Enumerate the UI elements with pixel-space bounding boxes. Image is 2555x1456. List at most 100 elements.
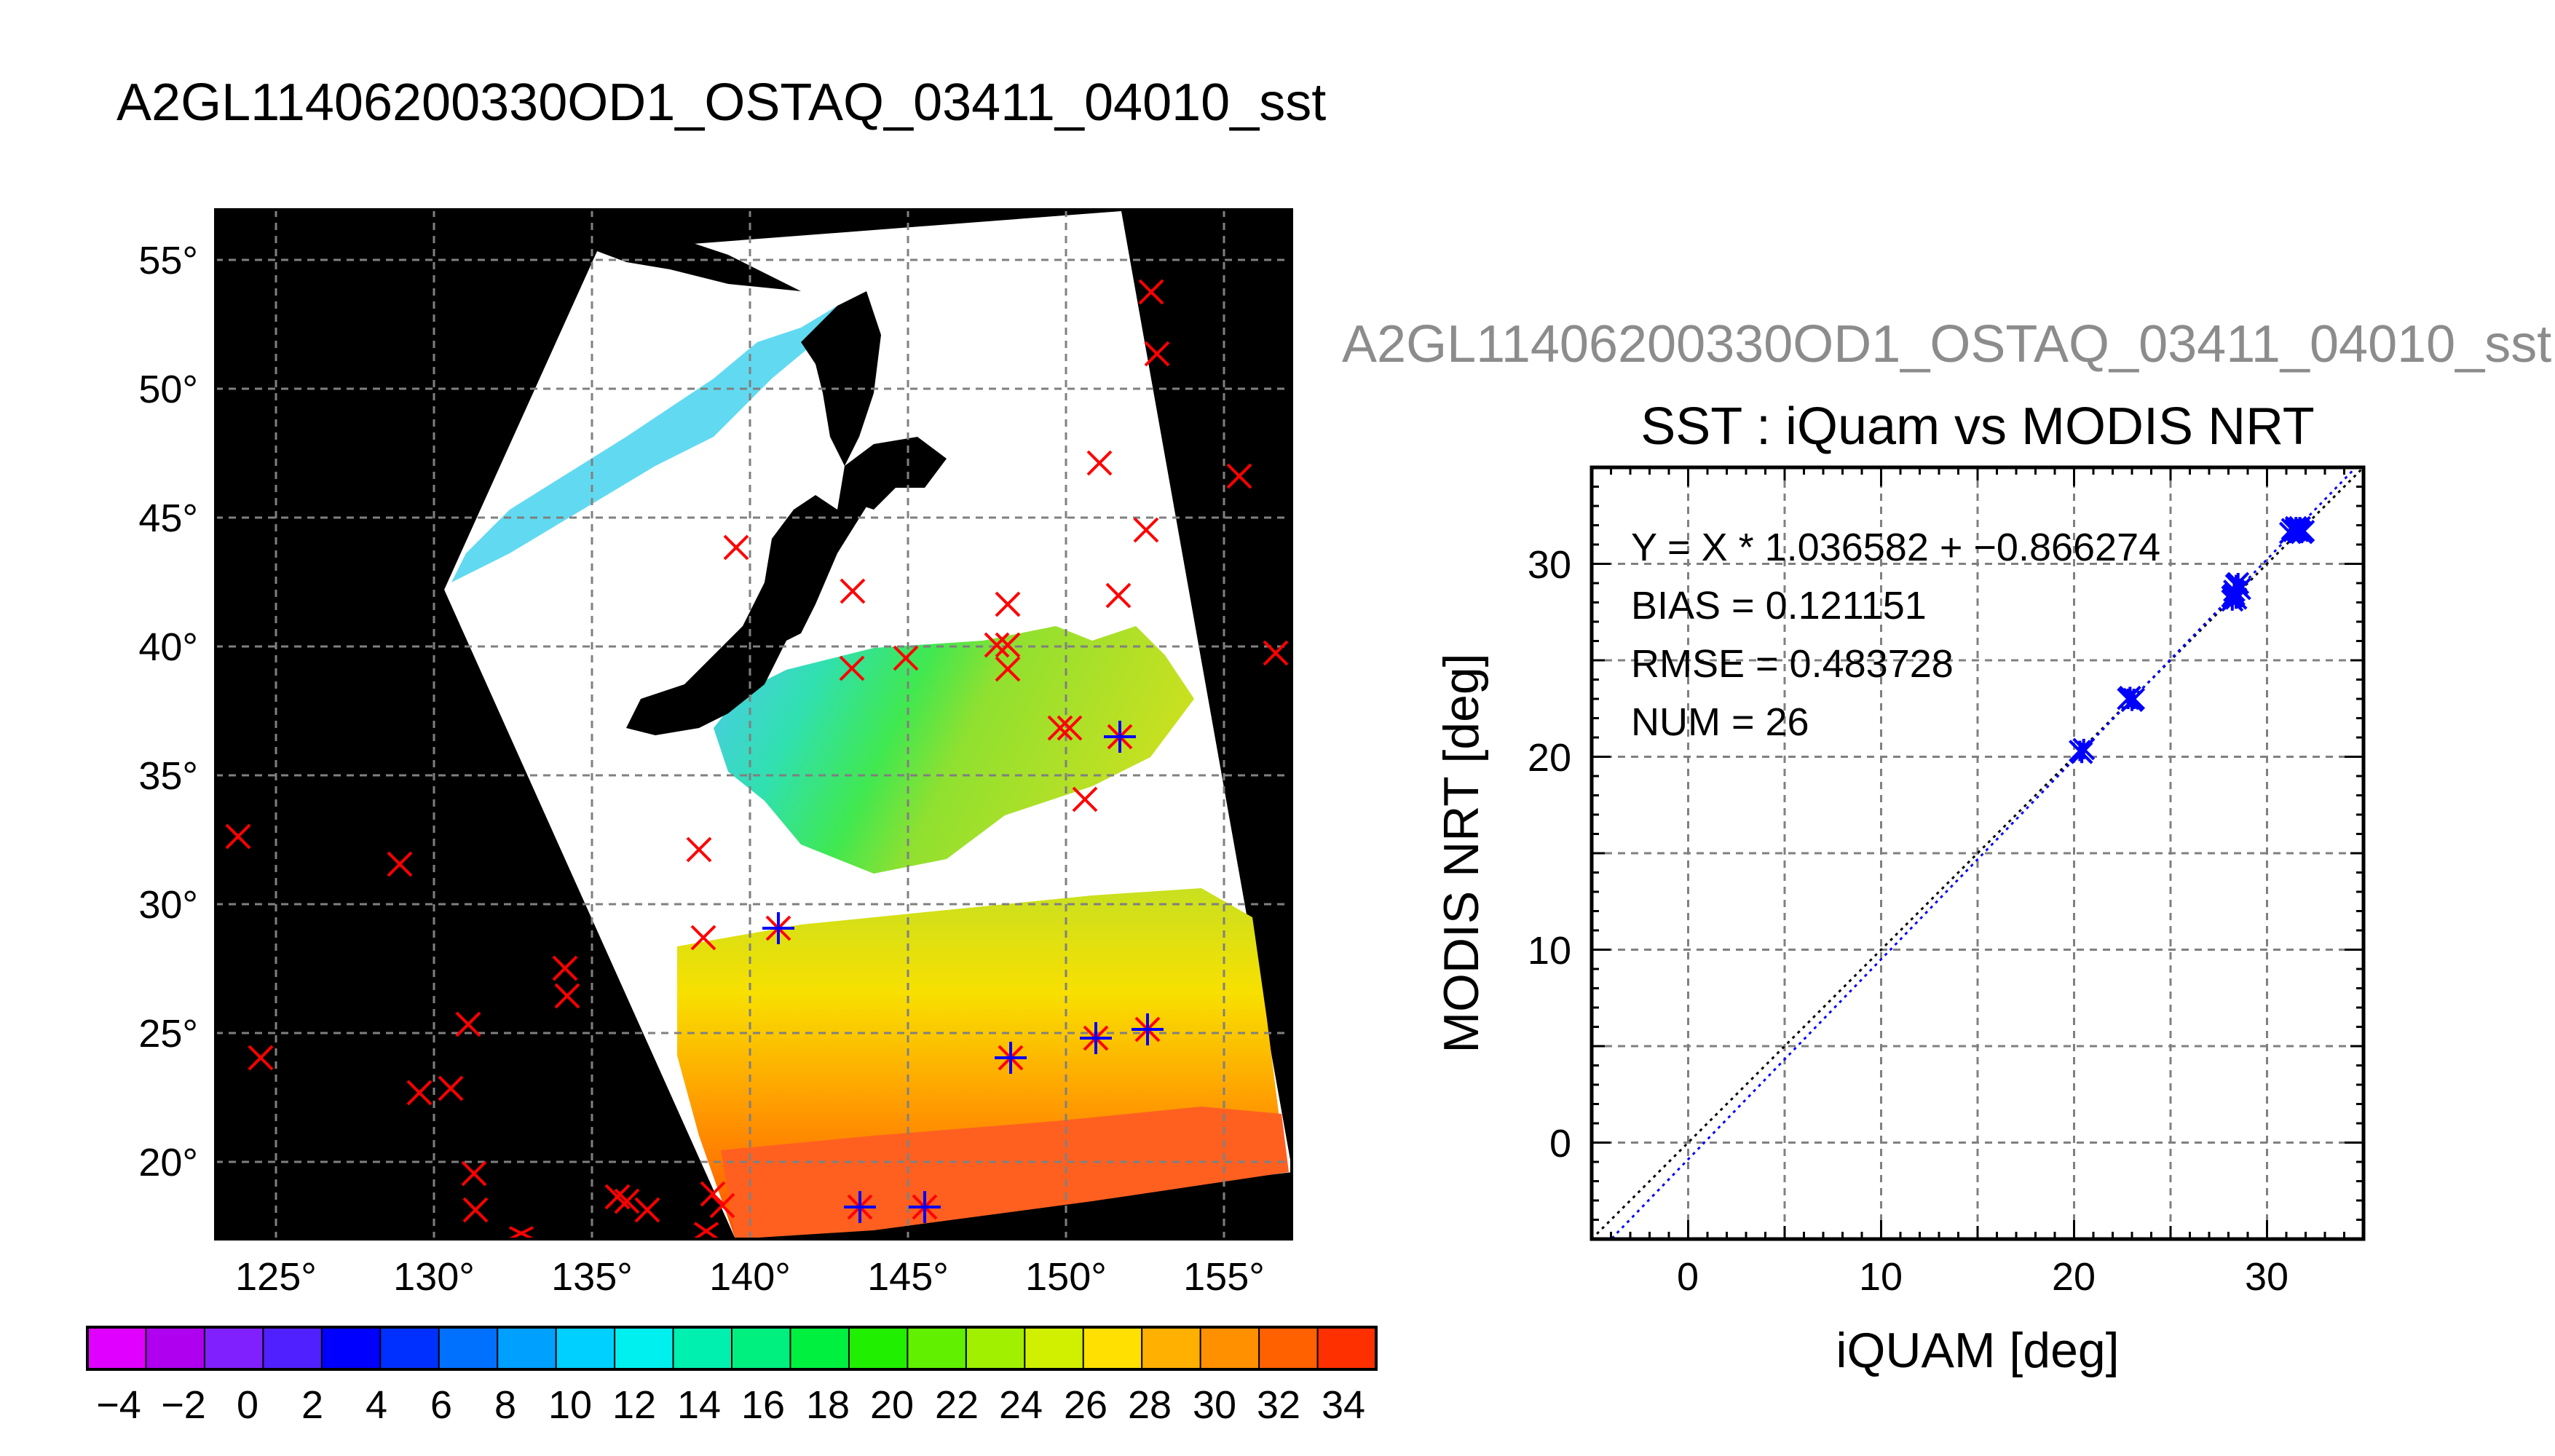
x-axis-label: iQUAM [deg] (1836, 1323, 2119, 1378)
colorbar-cell (1024, 1327, 1084, 1369)
marker-rejected (893, 645, 919, 671)
colorbar-labels: −4 −2 0 2 4 6 8 10 12 14 16 18 20 22 24 … (96, 1383, 1365, 1427)
colorbar-label: 30 (1193, 1383, 1236, 1427)
colorbar-cell (732, 1327, 791, 1369)
colorbar-label: 14 (677, 1383, 721, 1427)
scatter-plot: Y = X * 1.036582 + −0.866274 BIAS = 0.12… (1434, 465, 2366, 1378)
colorbar-label: 26 (1064, 1383, 1107, 1427)
y-axis-label: MODIS NRT [deg] (1434, 653, 1489, 1053)
marker-rejected (709, 1192, 735, 1219)
marker-rejected (1086, 450, 1113, 476)
marker-matched (762, 912, 794, 944)
plot-frame (1590, 465, 2366, 1241)
marker-rejected (690, 925, 716, 951)
colorbar-label: 28 (1128, 1383, 1172, 1427)
scatter-title: SST : iQuam vs MODIS NRT (1640, 397, 2315, 456)
marker-rejected (509, 1226, 534, 1239)
marker-rejected (1138, 279, 1164, 305)
colorbar-cell (907, 1327, 967, 1369)
x-tick-label: 20 (2052, 1255, 2096, 1299)
colorbar-cell (438, 1327, 498, 1369)
map-markers-matched (762, 721, 1164, 1223)
colorbar-label: 4 (366, 1383, 387, 1427)
colorbar-label: 2 (301, 1383, 323, 1427)
marker-rejected (984, 632, 1010, 658)
lon-tick: 155° (1183, 1255, 1265, 1299)
lat-tick: 55° (138, 239, 198, 282)
colorbar-cells (87, 1327, 1377, 1369)
marker-rejected (995, 656, 1021, 682)
scatter-point (2122, 687, 2146, 711)
marker-matched (1080, 1022, 1112, 1054)
colorbar-cell (1317, 1327, 1377, 1369)
num-stat: NUM = 26 (1631, 700, 1809, 744)
marker-rejected (1226, 463, 1252, 489)
colorbar-cell (673, 1327, 732, 1369)
colorbar-label: −4 (96, 1383, 141, 1427)
colorbar-label: 12 (612, 1383, 656, 1427)
colorbar-label: 6 (430, 1383, 452, 1427)
marker-rejected (455, 1011, 481, 1037)
marker-rejected (995, 632, 1021, 658)
colorbar-label: 10 (548, 1383, 592, 1427)
colorbar-cell (615, 1327, 674, 1369)
colorbar-cell (263, 1327, 323, 1369)
lon-tick: 125° (235, 1255, 317, 1299)
marker-rejected (1072, 786, 1098, 812)
lon-tick: 135° (551, 1255, 633, 1299)
marker-matched (909, 1191, 941, 1223)
colorbar-cell (1259, 1327, 1319, 1369)
land-sakhalin (801, 291, 881, 466)
marker-rejected (406, 1080, 433, 1106)
marker-rejected (248, 1045, 274, 1071)
colorbar-cell (848, 1327, 908, 1369)
marker-rejected (387, 851, 413, 877)
sst-mid-field (714, 626, 1194, 874)
colorbar-label: 18 (806, 1383, 850, 1427)
map-markers-rejected (225, 279, 1289, 1239)
marker-rejected (1263, 640, 1289, 666)
scatter-point (2228, 577, 2251, 601)
lon-tick: 130° (393, 1255, 475, 1299)
lat-tick: 50° (138, 368, 198, 411)
scatter-point (2072, 737, 2096, 761)
marker-rejected (1047, 715, 1073, 741)
sst-north-field (451, 306, 837, 582)
main-title: A2GL11406200330OD1_OSTAQ_03411_04010_sst (117, 74, 1326, 132)
colorbar-label: 8 (494, 1383, 516, 1427)
marker-rejected (686, 836, 712, 863)
colorbar-cell (146, 1327, 205, 1369)
marker-rejected (995, 591, 1021, 617)
colorbar-cell (1083, 1327, 1142, 1369)
colorbar-label: 0 (237, 1383, 258, 1427)
marker-rejected (461, 1160, 487, 1187)
marker-rejected (225, 823, 251, 850)
marker-rejected (634, 1197, 660, 1223)
colorbar-cell (1142, 1327, 1201, 1369)
colorbar-label: 20 (870, 1383, 914, 1427)
marker-rejected (1144, 341, 1170, 367)
marker-rejected (840, 578, 866, 604)
marker-rejected (554, 983, 580, 1009)
x-tick-label: 30 (2245, 1255, 2289, 1299)
lon-axis: 125° 130° 135° 140° 145° 150° 155° (235, 1255, 1265, 1299)
marker-rejected (1057, 715, 1083, 741)
scatter-point (2286, 520, 2310, 542)
y-tick-label: 30 (1528, 543, 1571, 587)
plot-gridlines (1592, 467, 2364, 1239)
colorbar-cell (321, 1327, 381, 1369)
x-tick-label: 10 (1859, 1255, 1903, 1299)
y-tick-label: 10 (1528, 929, 1571, 973)
lat-axis: 55° 50° 45° 40° 35° 30° 25° 20° (138, 239, 198, 1184)
lon-tick: 140° (709, 1255, 791, 1299)
lon-tick: 145° (867, 1255, 949, 1299)
colorbar-label: −2 (161, 1383, 206, 1427)
fit-equation: Y = X * 1.036582 + −0.866274 (1631, 526, 2160, 569)
marker-matched (844, 1191, 876, 1223)
lat-tick: 25° (138, 1012, 198, 1056)
marker-rejected (693, 1222, 719, 1239)
marker-rejected (1133, 517, 1159, 543)
colorbar-label: 22 (935, 1383, 979, 1427)
colorbar-frame (86, 1326, 1378, 1371)
marker-rejected (462, 1197, 489, 1223)
